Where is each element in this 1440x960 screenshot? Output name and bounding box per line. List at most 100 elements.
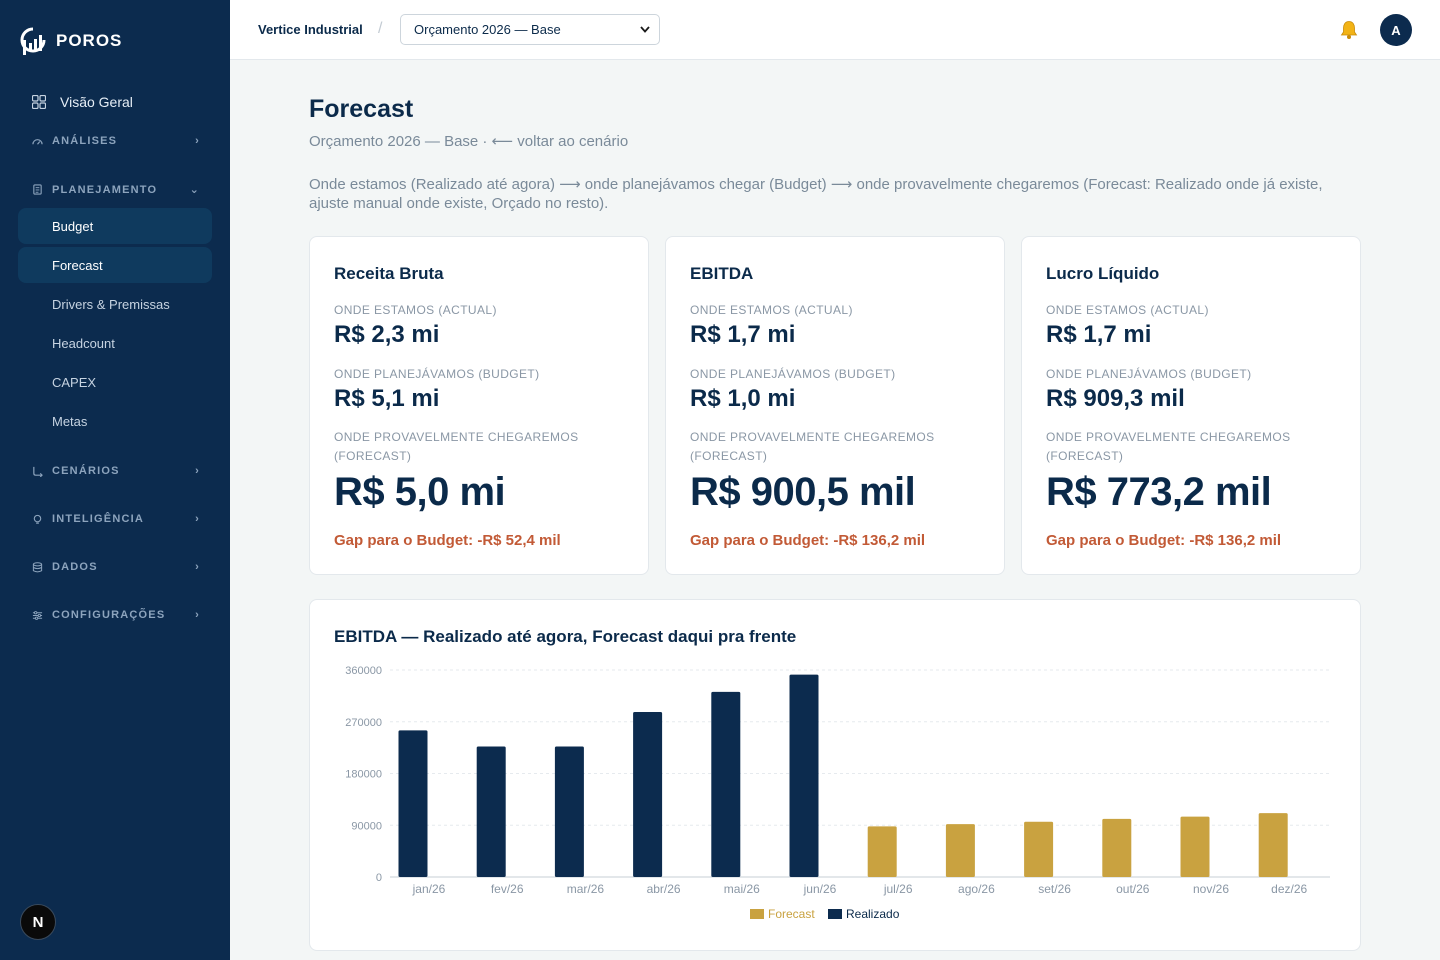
gap-to-budget: Gap para o Budget: -R$ 136,2 mil [1046,532,1282,549]
sidebar-item-forecast[interactable]: Forecast [18,247,212,283]
kpi-card-lucro-liquido: Lucro Líquido ONDE ESTAMOS (ACTUAL) R$ 1… [1021,236,1361,575]
ebitda-bar-chart: 0 90000 180000 270000 360000 jan/26 fev/26 mar/… [345,665,1330,921]
sidebar-item-capex[interactable]: CAPEX [52,374,97,390]
nav-group-cenarios[interactable]: CENÁRIOS › [32,465,200,477]
x-tick-label: out/26 [1116,882,1150,896]
nav-group-planejamento[interactable]: PLANEJAMENTO ⌄ [32,183,200,196]
sidebar-item-metas[interactable]: Metas [52,413,88,429]
chevron-down-icon [640,26,650,33]
nav-visao-geral[interactable]: Visão Geral [32,94,133,110]
nav-group-analises-label: ANÁLISES [52,135,118,147]
brand[interactable]: POROS [20,26,122,56]
bell-icon[interactable] [1338,19,1360,41]
gap-to-budget: Gap para o Budget: -R$ 136,2 mil [690,532,926,549]
branch-icon [33,466,43,477]
forecast-label: ONDE PROVAVELMENTE CHEGAREMOS (FORECAST) [690,430,935,463]
actual-label: ONDE ESTAMOS (ACTUAL) [690,303,853,317]
document-icon [33,184,42,195]
sidebar-item-budget[interactable]: Budget [18,208,212,244]
company-name[interactable]: Vertice Industrial [258,22,363,37]
actual-value: R$ 2,3 mi [334,321,440,348]
scenario-label: Orçamento 2026 — Base · [309,133,492,150]
actual-label: ONDE ESTAMOS (ACTUAL) [334,303,497,317]
database-icon [32,561,43,572]
budget-label: ONDE PLANEJÁVAMOS (BUDGET) [1046,367,1252,381]
x-tick-label: jul/26 [883,882,913,896]
x-tick-label: fev/26 [491,882,524,896]
budget-value: R$ 5,1 mi [334,385,440,412]
nav-group-dados[interactable]: DADOS › [32,561,200,573]
scenario-select[interactable]: Orçamento 2026 — Base [400,14,660,45]
x-tick-label: ago/26 [958,882,995,896]
bar-forecast [1024,821,1054,877]
forecast-value: R$ 900,5 mil [690,470,916,514]
bar-forecast [1258,813,1288,877]
kpi-card-ebitda: EBITDA ONDE ESTAMOS (ACTUAL) R$ 1,7 mi O… [665,236,1005,575]
y-tick-label: 180000 [345,769,382,781]
budget-label: ONDE PLANEJÁVAMOS (BUDGET) [334,367,540,381]
bar-forecast [867,826,897,877]
nav-group-inteligencia-label: INTELIGÊNCIA [52,513,145,525]
forecast-label: ONDE PROVAVELMENTE CHEGAREMOS (FORECAST) [334,430,579,463]
chevron-right-icon: › [195,465,200,477]
gap-to-budget: Gap para o Budget: -R$ 52,4 mil [334,532,561,549]
chevron-right-icon: › [195,561,200,573]
nav-group-analises[interactable]: ANÁLISES › [32,135,200,147]
kpi-card-title: Lucro Líquido [1046,264,1160,283]
budget-value: R$ 1,0 mi [690,385,796,412]
sidebar-item-headcount[interactable]: Headcount [52,335,115,351]
nav-group-inteligencia[interactable]: INTELIGÊNCIA › [32,513,200,525]
bar-realizado [554,746,584,877]
legend-swatch [828,909,842,919]
legend-label: Realizado [846,907,900,921]
sidebar-item-drivers-premissas[interactable]: Drivers & Premissas [52,296,170,312]
x-tick-label: mai/26 [724,882,760,896]
forecast-value: R$ 5,0 mi [334,470,506,514]
nav-visao-geral-label: Visão Geral [60,94,133,110]
nav-group-dados-label: DADOS [52,561,98,573]
nav-group-cenarios-label: CENÁRIOS [52,465,120,477]
chart-title: EBITDA — Realizado até agora, Forecast d… [334,627,797,646]
page-subtitle: Orçamento 2026 — Base · ⟵ voltar ao cená… [309,132,628,150]
page-description: Onde estamos (Realizado até agora) ⟶ ond… [309,176,1323,212]
legend-label: Forecast [768,907,815,921]
kpi-card-title: Receita Bruta [334,264,444,283]
x-tick-label: set/26 [1038,882,1071,896]
nav-group-configuracoes-label: CONFIGURAÇÕES [52,609,166,621]
chevron-down-icon: ⌄ [189,184,200,196]
x-tick-label: mar/26 [567,882,605,896]
bar-realizado [633,711,663,877]
dev-badge[interactable]: N [20,904,56,940]
x-tick-label: jan/26 [412,882,446,896]
nav-group-configuracoes[interactable]: CONFIGURAÇÕES › [32,609,200,621]
gauge-icon [32,138,43,145]
chevron-right-icon: › [195,513,200,525]
forecast-label: ONDE PROVAVELMENTE CHEGAREMOS (FORECAST) [1046,430,1291,463]
avatar[interactable]: A [1380,14,1412,46]
x-tick-label: abr/26 [647,882,681,896]
kpi-card-title: EBITDA [690,264,754,283]
actual-value: R$ 1,7 mi [690,321,796,348]
budget-value: R$ 909,3 mil [1046,385,1185,412]
lightbulb-icon [33,514,42,524]
breadcrumb-separator: / [378,20,383,37]
back-to-scenario-link[interactable]: ⟵ voltar ao cenário [491,133,629,150]
forecast-value: R$ 773,2 mil [1046,470,1272,514]
kpi-card-receita-bruta: Receita Bruta ONDE ESTAMOS (ACTUAL) R$ 2… [309,236,649,575]
x-tick-label: dez/26 [1271,882,1307,896]
brand-name: POROS [56,31,123,50]
topbar: Vertice Industrial / Orçamento 2026 — Ba… [230,0,1440,60]
scenario-select-value: Orçamento 2026 — Base [414,22,561,37]
bar-realizado [711,691,741,877]
bar-realizado [476,746,506,877]
x-tick-label: nov/26 [1193,882,1229,896]
page-title: Forecast [309,95,414,123]
bar-realizado [398,730,428,877]
bar-realizado [789,674,819,877]
x-tick-label: jun/26 [803,882,837,896]
sidebar: POROS Visão Geral ANÁLISES › PLANEJAMENT… [0,0,230,960]
chevron-right-icon: › [195,135,200,147]
actual-value: R$ 1,7 mi [1046,321,1152,348]
grid-icon [32,95,46,109]
ebitda-chart-card: EBITDA — Realizado até agora, Forecast d… [309,599,1361,951]
